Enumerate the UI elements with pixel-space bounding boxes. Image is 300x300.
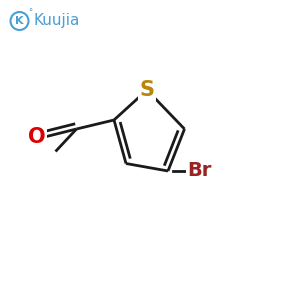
- Text: °: °: [28, 8, 32, 17]
- Text: S: S: [140, 80, 154, 100]
- Text: O: O: [28, 128, 46, 147]
- Text: Br: Br: [187, 161, 212, 181]
- Text: Kuujia: Kuujia: [34, 14, 80, 28]
- Text: K: K: [15, 16, 24, 26]
